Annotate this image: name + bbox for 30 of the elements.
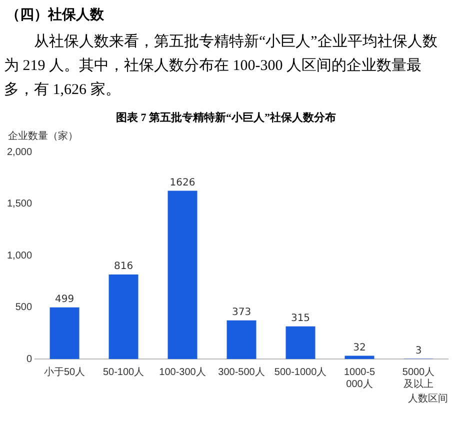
data-label: 373: [232, 306, 252, 318]
data-label: 816: [114, 261, 134, 272]
x-tick-label: 5000人及以上: [402, 366, 435, 390]
x-tick-label: 50-100人: [102, 366, 144, 378]
bar: [168, 190, 198, 359]
bar: [344, 356, 374, 359]
text: 从社保人数来看，第五批专精特新“小巨人”企业平均社保人数为 219 人。其中，社保人数分布在 100-300 人区间的企业数量最多，有 1,626 家。: [4, 32, 438, 100]
bar: [108, 274, 138, 359]
text: （四）社保人数: [6, 6, 105, 24]
y-tick-label: 500: [15, 302, 32, 313]
y-tick-label: 2,000: [6, 146, 32, 158]
x-tick-label: 1000-5000人: [344, 366, 376, 390]
x-tick-label: 小于50人: [44, 366, 86, 378]
x-tick-label: 500-1000人: [274, 366, 327, 378]
x-axis-title: 人数区间: [408, 392, 448, 405]
data-label: 3: [415, 345, 422, 356]
x-tick-label: 100-300人: [159, 366, 206, 378]
y-axis-title: 企业数量（家）: [8, 130, 79, 143]
x-tick-label: 300-500人: [218, 366, 265, 378]
bar: [50, 307, 80, 359]
data-label: 499: [54, 294, 74, 305]
data-label: 1626: [170, 177, 196, 188]
y-tick-label: 1,000: [6, 250, 32, 262]
data-label: 315: [290, 312, 310, 324]
y-tick-label: 1,500: [6, 198, 32, 210]
data-label: 32: [353, 342, 366, 354]
y-tick-label: 0: [26, 354, 32, 365]
bar: [226, 320, 256, 359]
bar: [286, 326, 316, 359]
chart-title: 图表 7 第五批专精特新“小巨人”社保人数分布: [115, 110, 337, 125]
